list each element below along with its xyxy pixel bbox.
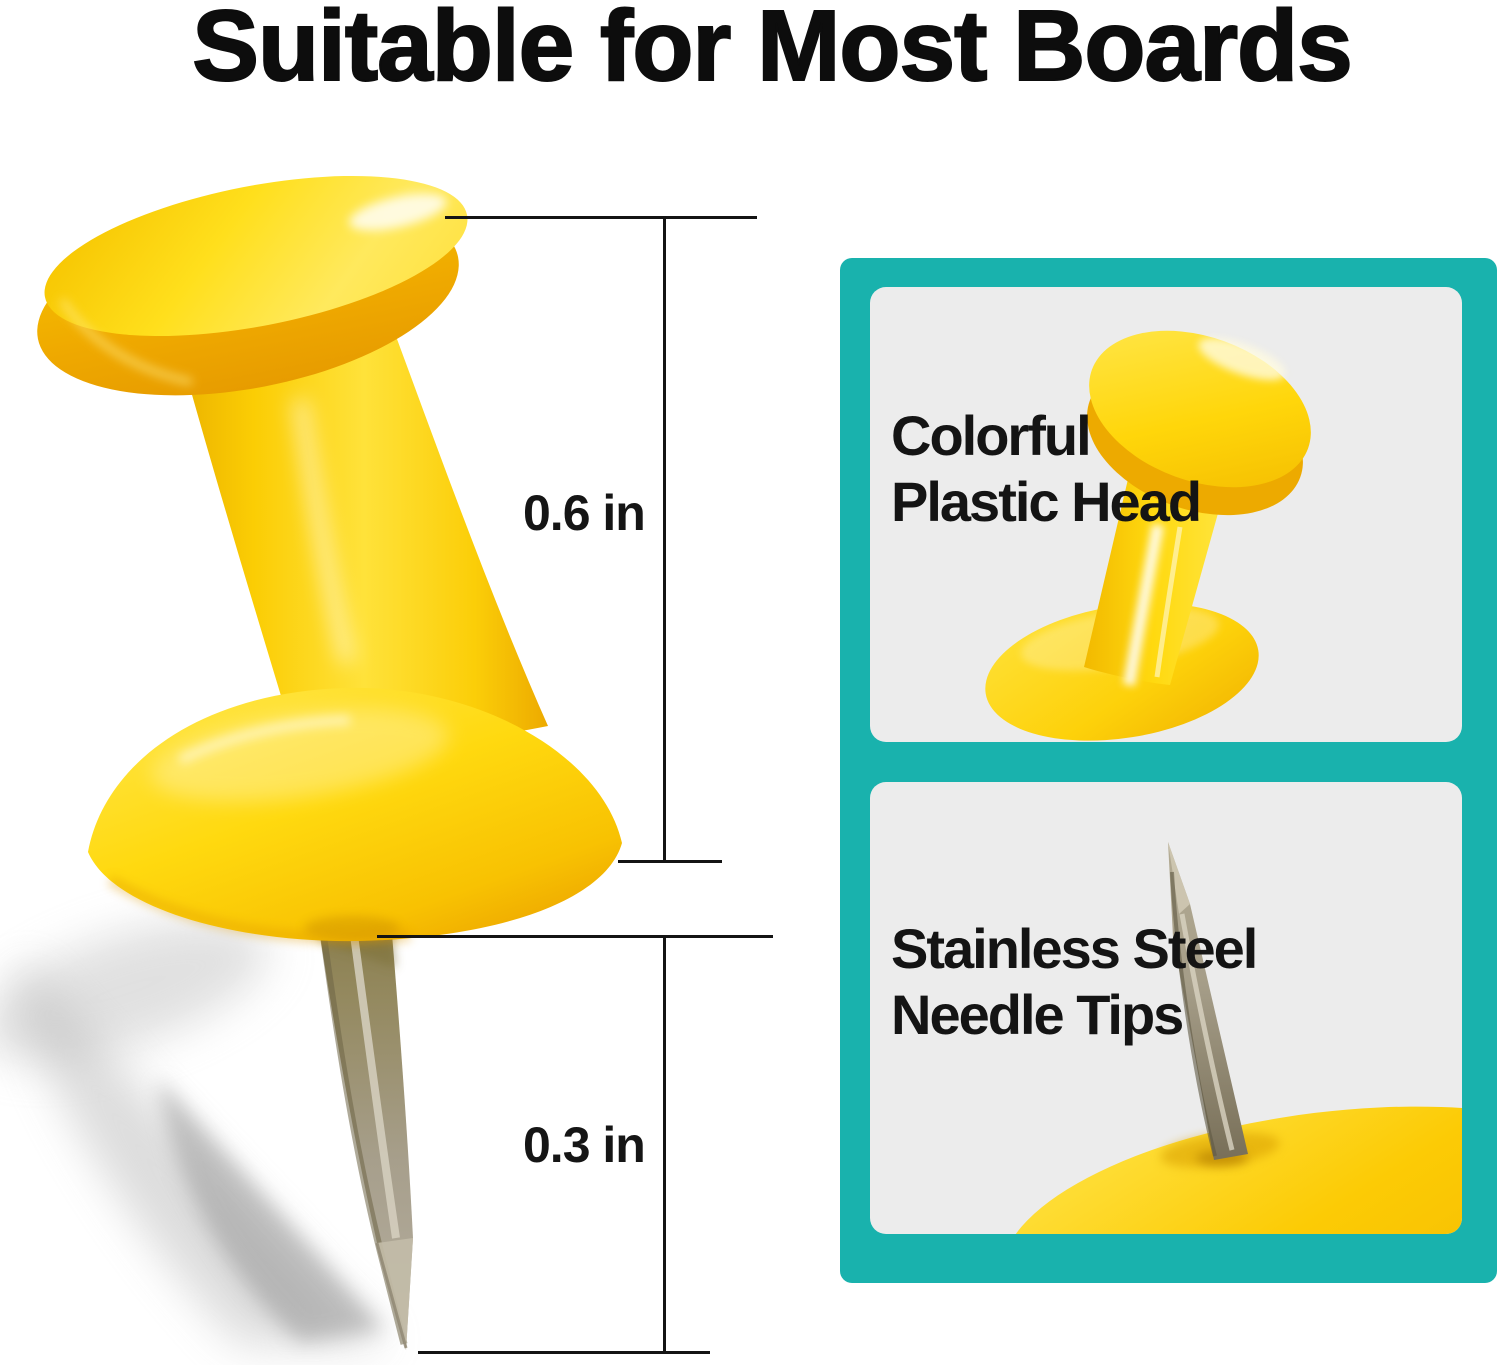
callout-head-line2: Plastic Head: [891, 470, 1202, 533]
callout-panel-head: Colorful Plastic Head: [870, 287, 1462, 742]
dimension-segment-needle: [663, 936, 666, 1353]
pin-base: [88, 687, 622, 944]
closeup-stem: [1084, 462, 1222, 687]
callout-needle-line2: Needle Tips: [891, 983, 1184, 1046]
pin-shadow: [0, 920, 390, 1345]
pin-head-photo: [985, 330, 1311, 741]
dimension-tick-head-top: [445, 216, 757, 219]
pin-needle: [312, 880, 413, 1350]
pin-head: [37, 175, 468, 396]
page-title: Suitable for Most Boards: [191, 0, 1353, 103]
dimension-tick-needle-top: [377, 935, 773, 938]
dimension-label-head: 0.6 in: [523, 485, 646, 541]
callout-needle-text: Stainless Steel Needle Tips: [891, 916, 1258, 1048]
callout-needle-line1: Stainless Steel: [891, 917, 1258, 980]
callout-head-text: Colorful Plastic Head: [891, 403, 1202, 535]
closeup-head: [1087, 330, 1311, 516]
dimension-tick-needle-tip: [418, 1351, 710, 1354]
callout-head-line1: Colorful: [891, 404, 1092, 467]
pushpin-photo: [0, 175, 622, 1350]
dimension-label-needle: 0.3 in: [523, 1117, 646, 1173]
callout-box: Colorful Plastic Head: [840, 258, 1497, 1283]
needle-tip-photo: [1002, 842, 1462, 1234]
closeup-needle: [1168, 842, 1248, 1160]
callout-panel-needle: Stainless Steel Needle Tips: [870, 782, 1462, 1234]
pin-stem: [180, 320, 548, 752]
dimension-segment-head: [663, 217, 666, 862]
dimension-tick-head-bottom: [618, 860, 722, 863]
